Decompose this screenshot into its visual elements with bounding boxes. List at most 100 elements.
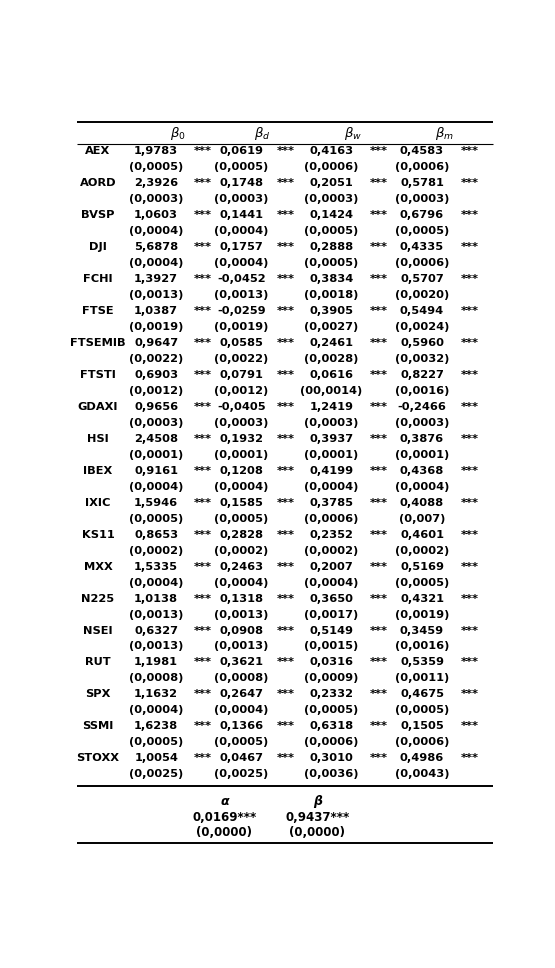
Text: (0,0011): (0,0011)	[395, 674, 449, 683]
Text: (0,0003): (0,0003)	[129, 418, 183, 428]
Text: MXX: MXX	[84, 561, 113, 572]
Text: ***: ***	[277, 721, 295, 732]
Text: 2,3926: 2,3926	[134, 178, 178, 188]
Text: (0,0005): (0,0005)	[395, 227, 449, 236]
Text: ***: ***	[193, 146, 211, 156]
Text: 0,2051: 0,2051	[310, 178, 353, 188]
Text: (0,0004): (0,0004)	[304, 482, 359, 492]
Text: (0,0002): (0,0002)	[129, 546, 183, 556]
Text: 0,4088: 0,4088	[400, 498, 444, 507]
Text: (0,0000): (0,0000)	[289, 826, 345, 839]
Text: 0,4986: 0,4986	[400, 753, 444, 764]
Text: 0,0467: 0,0467	[219, 753, 264, 764]
Text: 0,5149: 0,5149	[309, 625, 354, 636]
Text: ***: ***	[461, 146, 479, 156]
Text: 0,9647: 0,9647	[134, 338, 178, 348]
Text: ***: ***	[277, 306, 295, 316]
Text: (0,0016): (0,0016)	[395, 386, 449, 396]
Text: ***: ***	[461, 274, 479, 284]
Text: ***: ***	[461, 689, 479, 700]
Text: (0,0013): (0,0013)	[129, 642, 183, 651]
Text: ***: ***	[277, 178, 295, 188]
Text: (0,0043): (0,0043)	[395, 770, 449, 779]
Text: ***: ***	[369, 689, 387, 700]
Text: ***: ***	[369, 466, 387, 475]
Text: 0,0616: 0,0616	[309, 370, 354, 379]
Text: ***: ***	[461, 657, 479, 668]
Text: ***: ***	[461, 529, 479, 539]
Text: 1,1981: 1,1981	[134, 657, 178, 668]
Text: ***: ***	[461, 402, 479, 411]
Text: 0,4199: 0,4199	[309, 466, 354, 475]
Text: ***: ***	[277, 498, 295, 507]
Text: (0,0019): (0,0019)	[129, 322, 183, 332]
Text: (0,0005): (0,0005)	[214, 514, 269, 524]
Text: 0,3905: 0,3905	[309, 306, 354, 316]
Text: ***: ***	[461, 753, 479, 764]
Text: 0,1932: 0,1932	[219, 434, 264, 443]
Text: 1,0603: 1,0603	[134, 210, 178, 220]
Text: 0,4368: 0,4368	[400, 466, 444, 475]
Text: (0,0005): (0,0005)	[395, 578, 449, 588]
Text: ***: ***	[193, 402, 211, 411]
Text: 0,1424: 0,1424	[309, 210, 354, 220]
Text: 1,9783: 1,9783	[134, 146, 178, 156]
Text: (0,0004): (0,0004)	[214, 578, 269, 588]
Text: (0,0012): (0,0012)	[214, 386, 269, 396]
Text: 0,3785: 0,3785	[309, 498, 354, 507]
Text: ***: ***	[193, 561, 211, 572]
Text: 2,4508: 2,4508	[134, 434, 178, 443]
Text: (0,0022): (0,0022)	[214, 354, 269, 364]
Text: (0,0001): (0,0001)	[214, 450, 269, 460]
Text: ***: ***	[369, 402, 387, 411]
Text: (0,0027): (0,0027)	[304, 322, 359, 332]
Text: (0,0005): (0,0005)	[214, 163, 269, 172]
Text: 0,4601: 0,4601	[400, 529, 444, 539]
Text: (0,0003): (0,0003)	[395, 418, 449, 428]
Text: ***: ***	[193, 498, 211, 507]
Text: IXIC: IXIC	[85, 498, 111, 507]
Text: -0,2466: -0,2466	[397, 402, 446, 411]
Text: (0,0005): (0,0005)	[129, 514, 183, 524]
Text: 1,3927: 1,3927	[134, 274, 178, 284]
Text: 0,2461: 0,2461	[309, 338, 354, 348]
Text: (0,0009): (0,0009)	[304, 674, 359, 683]
Text: 1,5946: 1,5946	[134, 498, 178, 507]
Text: (0,0001): (0,0001)	[129, 450, 183, 460]
Text: (0,0006): (0,0006)	[395, 258, 449, 268]
Text: ***: ***	[461, 466, 479, 475]
Text: 0,9437***: 0,9437***	[285, 811, 350, 824]
Text: ***: ***	[193, 466, 211, 475]
Text: ***: ***	[369, 593, 387, 604]
Text: DJI: DJI	[89, 242, 107, 252]
Text: ***: ***	[461, 721, 479, 732]
Text: ***: ***	[277, 402, 295, 411]
Text: KS11: KS11	[82, 529, 114, 539]
Text: (0,0002): (0,0002)	[395, 546, 449, 556]
Text: (0,0000): (0,0000)	[196, 826, 253, 839]
Text: ***: ***	[193, 753, 211, 764]
Text: (0,0028): (0,0028)	[304, 354, 359, 364]
Text: ***: ***	[369, 434, 387, 443]
Text: ***: ***	[369, 306, 387, 316]
Text: 0,2352: 0,2352	[309, 529, 354, 539]
Text: ***: ***	[193, 625, 211, 636]
Text: (0,0004): (0,0004)	[129, 227, 183, 236]
Text: ***: ***	[369, 178, 387, 188]
Text: 1,6238: 1,6238	[134, 721, 178, 732]
Text: ***: ***	[461, 434, 479, 443]
Text: ***: ***	[277, 434, 295, 443]
Text: 0,6903: 0,6903	[134, 370, 178, 379]
Text: 0,8653: 0,8653	[134, 529, 178, 539]
Text: 0,5169: 0,5169	[400, 561, 444, 572]
Text: AORD: AORD	[80, 178, 117, 188]
Text: ***: ***	[461, 370, 479, 379]
Text: ***: ***	[277, 242, 295, 252]
Text: ***: ***	[369, 657, 387, 668]
Text: 0,1505: 0,1505	[400, 721, 444, 732]
Text: (0,0016): (0,0016)	[395, 642, 449, 651]
Text: ***: ***	[461, 210, 479, 220]
Text: 0,6796: 0,6796	[400, 210, 444, 220]
Text: ***: ***	[193, 657, 211, 668]
Text: 0,2007: 0,2007	[310, 561, 353, 572]
